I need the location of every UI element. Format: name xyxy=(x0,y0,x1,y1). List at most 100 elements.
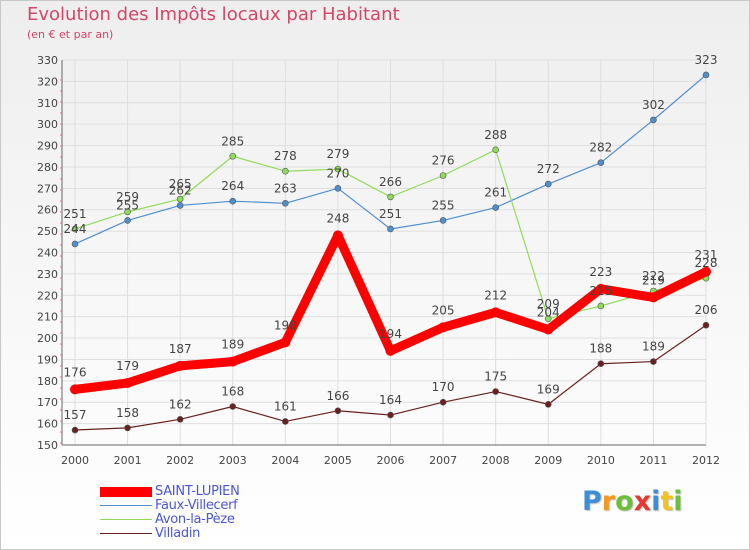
data-label: 176 xyxy=(64,365,87,379)
data-label: 279 xyxy=(326,147,349,161)
data-label: 255 xyxy=(432,198,455,212)
data-point xyxy=(71,225,79,233)
data-label: 323 xyxy=(695,53,718,67)
data-point xyxy=(439,398,447,406)
y-tick-label: 260 xyxy=(37,204,58,217)
data-point xyxy=(597,360,605,368)
x-tick-label: 2006 xyxy=(377,454,405,467)
x-tick-label: 2007 xyxy=(429,454,457,467)
y-tick-label: 330 xyxy=(37,54,58,67)
data-label: 265 xyxy=(169,177,192,191)
logo-letter: r xyxy=(601,486,616,517)
y-tick-label: 280 xyxy=(37,161,58,174)
chart-title: Evolution des Impôts locaux par Habitant xyxy=(27,4,400,25)
data-point xyxy=(387,411,394,419)
x-tick-label: 2003 xyxy=(219,454,247,467)
data-point xyxy=(124,424,131,432)
y-tick-label: 190 xyxy=(37,353,58,366)
data-point xyxy=(439,217,447,224)
data-point xyxy=(439,172,447,179)
data-label: 188 xyxy=(589,342,612,356)
data-point xyxy=(71,426,79,434)
legend-label: SAINT-LUPIEN xyxy=(155,484,240,499)
data-label: 187 xyxy=(169,342,192,356)
data-label: 248 xyxy=(326,211,349,225)
data-point xyxy=(597,159,605,166)
data-point xyxy=(385,345,396,356)
data-point xyxy=(334,407,342,415)
x-tick-label: 2002 xyxy=(166,454,194,467)
x-tick-label: 2001 xyxy=(114,454,142,467)
data-point xyxy=(176,202,184,209)
data-label: 223 xyxy=(589,265,612,279)
data-label: 162 xyxy=(169,397,192,411)
data-point xyxy=(176,195,184,203)
x-tick-label: 2004 xyxy=(271,454,299,467)
data-point xyxy=(543,324,554,335)
chart-subtitle: (en € et par an) xyxy=(27,28,114,41)
data-label: 282 xyxy=(589,141,612,155)
y-tick-label: 320 xyxy=(37,75,58,88)
data-label: 161 xyxy=(274,399,297,413)
data-label: 288 xyxy=(484,128,507,142)
data-point xyxy=(227,356,238,367)
data-point xyxy=(282,167,289,175)
data-label: 215 xyxy=(589,284,612,298)
data-label: 302 xyxy=(642,98,665,112)
data-point xyxy=(282,200,289,207)
y-tick-label: 310 xyxy=(37,97,58,110)
data-label: 205 xyxy=(432,303,455,317)
data-label: 169 xyxy=(537,382,560,396)
logo-letter: i xyxy=(673,486,683,517)
data-label: 278 xyxy=(274,149,297,163)
data-label: 189 xyxy=(642,340,665,354)
y-tick-label: 230 xyxy=(37,268,58,281)
y-tick-label: 160 xyxy=(37,418,58,431)
data-label: 228 xyxy=(695,256,718,270)
data-label: 219 xyxy=(642,273,665,287)
x-tick-label: 2011 xyxy=(639,454,667,467)
data-point xyxy=(597,302,605,310)
data-point xyxy=(282,418,289,425)
data-label: 231 xyxy=(695,248,718,262)
data-label: 266 xyxy=(379,175,402,189)
data-label: 255 xyxy=(116,198,139,212)
data-label: 285 xyxy=(221,134,244,148)
data-point xyxy=(490,307,501,318)
y-tick-label: 270 xyxy=(37,182,58,195)
data-point xyxy=(334,165,342,173)
data-point xyxy=(280,337,291,348)
logo-letter: t xyxy=(660,486,674,517)
data-label: 263 xyxy=(274,181,297,195)
data-label: 166 xyxy=(326,389,349,403)
legend-swatch-faux-villecerf xyxy=(100,505,152,506)
logo-letter: i xyxy=(651,486,661,517)
data-label: 222 xyxy=(642,269,665,283)
data-point xyxy=(650,116,657,124)
data-point xyxy=(650,358,657,365)
y-tick-label: 170 xyxy=(37,396,58,409)
data-label: 158 xyxy=(116,406,139,420)
y-tick-label: 150 xyxy=(37,439,58,452)
logo-letter: o xyxy=(615,486,634,517)
data-point xyxy=(124,217,131,224)
data-point xyxy=(176,416,184,423)
data-label: 206 xyxy=(695,303,718,317)
x-tick-label: 2012 xyxy=(692,454,720,467)
data-point xyxy=(702,71,710,79)
data-label: 270 xyxy=(326,166,349,180)
data-point xyxy=(332,230,343,241)
data-label: 261 xyxy=(484,186,507,200)
y-tick-label: 180 xyxy=(37,375,58,388)
y-tick-label: 220 xyxy=(37,289,58,302)
data-label: 189 xyxy=(221,338,244,352)
x-tick-label: 2005 xyxy=(324,454,352,467)
legend-swatch-avon-la-peze xyxy=(100,519,152,520)
data-label: 264 xyxy=(221,179,244,193)
data-point xyxy=(71,240,79,248)
data-label: 170 xyxy=(432,380,455,394)
data-label: 251 xyxy=(379,207,402,221)
data-point xyxy=(175,360,186,371)
data-point xyxy=(701,266,711,277)
